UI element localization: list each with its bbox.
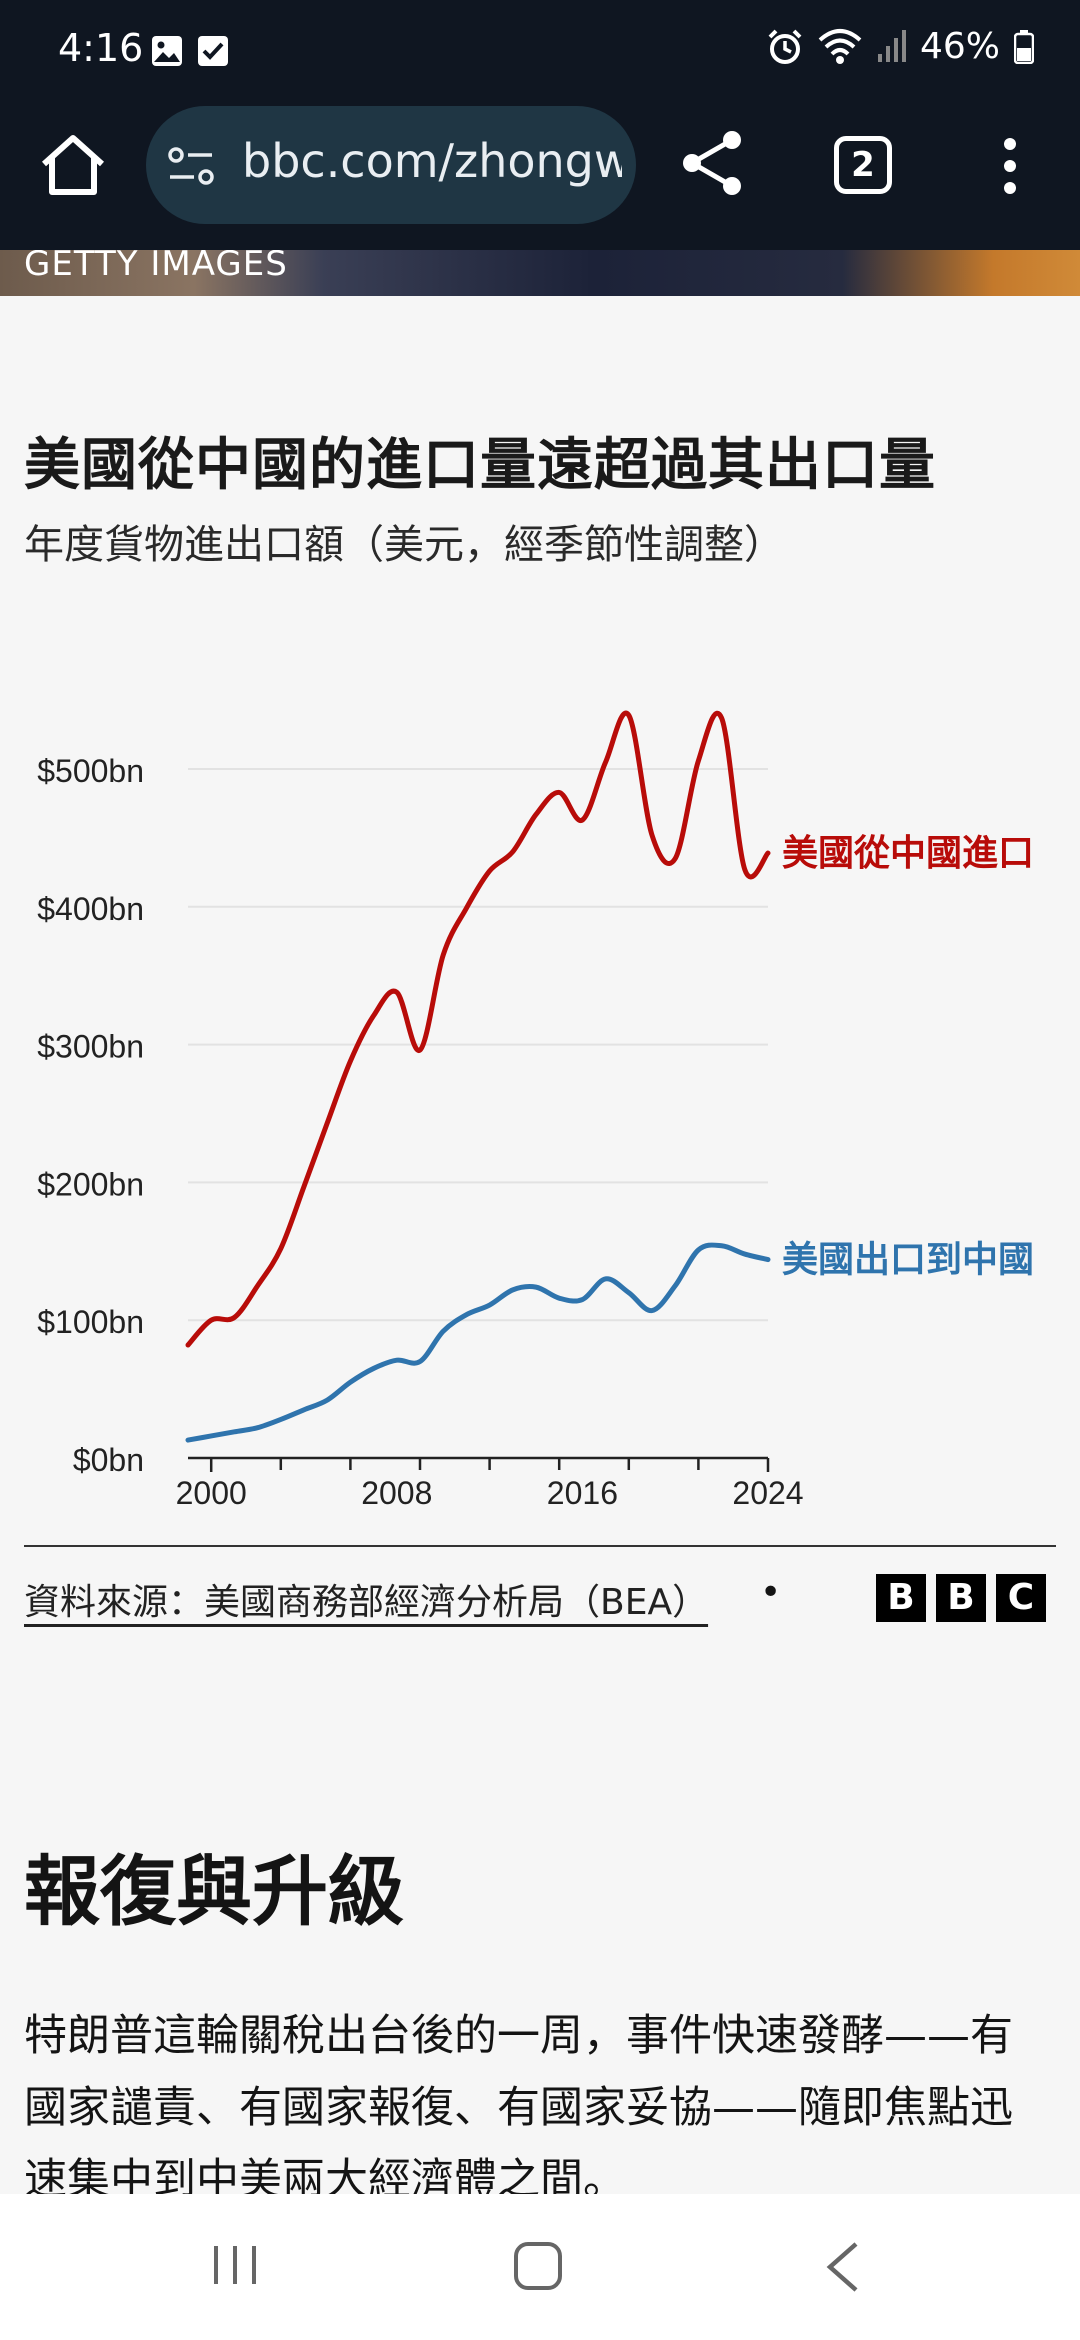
y-tick-label: $400bn	[37, 891, 144, 927]
more-icon[interactable]	[990, 136, 1030, 196]
x-tick-label: 2000	[176, 1475, 247, 1510]
source-separator: •	[760, 1572, 782, 1613]
line-chart: $0bn $100bn $200bn $300bn $400bn $500bn 2000 20…	[37, 710, 1034, 1510]
signal-icon	[877, 29, 906, 62]
chart-title: 美國從中國的進口量遠超過其出口量	[24, 433, 936, 498]
url-text[interactable]: bbc.com/zhongw	[242, 134, 622, 188]
address-bar[interactable]: bbc.com/zhongw	[146, 106, 636, 224]
tab-switcher-button[interactable]: 2	[834, 136, 892, 194]
x-tick-label: 2016	[547, 1475, 618, 1510]
chart-series	[185, 710, 771, 1443]
hero-image: GETTY IMAGES	[0, 250, 1080, 296]
recent-apps-icon[interactable]	[212, 2242, 258, 2288]
check-icon	[198, 36, 228, 66]
source-link[interactable]: 資料來源：美國商務部經濟分析局（BEA）	[24, 1582, 709, 1623]
y-tick-label: $300bn	[37, 1029, 144, 1065]
status-right: 46%	[766, 26, 1034, 67]
x-tick-label: 2024	[732, 1475, 803, 1510]
chart-gridlines	[188, 768, 768, 1322]
status-bar: 4:16 46%	[0, 0, 1080, 100]
share-icon[interactable]	[678, 128, 748, 198]
imports-series-line	[185, 710, 771, 1348]
exports-series-line	[185, 1242, 771, 1443]
article-paragraph: 特朗普這輪關稅出台後的一周，事件快速發酵——有國家譴責、有國家報復、有國家妥協—…	[24, 2011, 1013, 2205]
y-tick-label: $200bn	[37, 1166, 144, 1202]
imports-series-label: 美國從中國進口	[782, 833, 1034, 874]
chart-subtitle: 年度貨物進出口額（美元，經季節性調整）	[24, 522, 784, 568]
y-tick-label: $100bn	[37, 1304, 144, 1340]
home-nav-icon[interactable]	[512, 2240, 564, 2292]
browser-toolbar: bbc.com/zhongw 2	[0, 100, 1080, 250]
back-icon[interactable]	[822, 2240, 862, 2294]
bbc-logo-letter: B	[876, 1574, 926, 1622]
bbc-logo-letter: C	[996, 1574, 1046, 1622]
battery-percent: 46%	[919, 26, 1000, 67]
bbc-logo: B B C	[876, 1574, 1046, 1622]
x-tick-label: 2008	[361, 1475, 432, 1510]
y-tick-label: $500bn	[37, 753, 144, 789]
bbc-logo-letter: B	[936, 1574, 986, 1622]
site-info-icon[interactable]	[168, 144, 214, 188]
source-divider	[24, 1545, 1056, 1547]
chart-axes: $0bn $100bn $200bn $300bn $400bn $500bn 2000 20…	[37, 753, 803, 1510]
image-credit: GETTY IMAGES	[24, 250, 288, 284]
battery-icon	[1014, 29, 1034, 64]
alarm-icon	[768, 29, 802, 64]
image-icon	[152, 36, 182, 66]
y-tick-label: $0bn	[73, 1442, 144, 1478]
wifi-icon	[818, 28, 862, 64]
status-time: 4:16	[58, 26, 144, 70]
exports-series-label: 美國出口到中國	[782, 1240, 1034, 1281]
section-heading: 報復與升級	[24, 1847, 404, 1936]
home-icon[interactable]	[36, 128, 110, 202]
system-nav-bar	[0, 2194, 1080, 2340]
